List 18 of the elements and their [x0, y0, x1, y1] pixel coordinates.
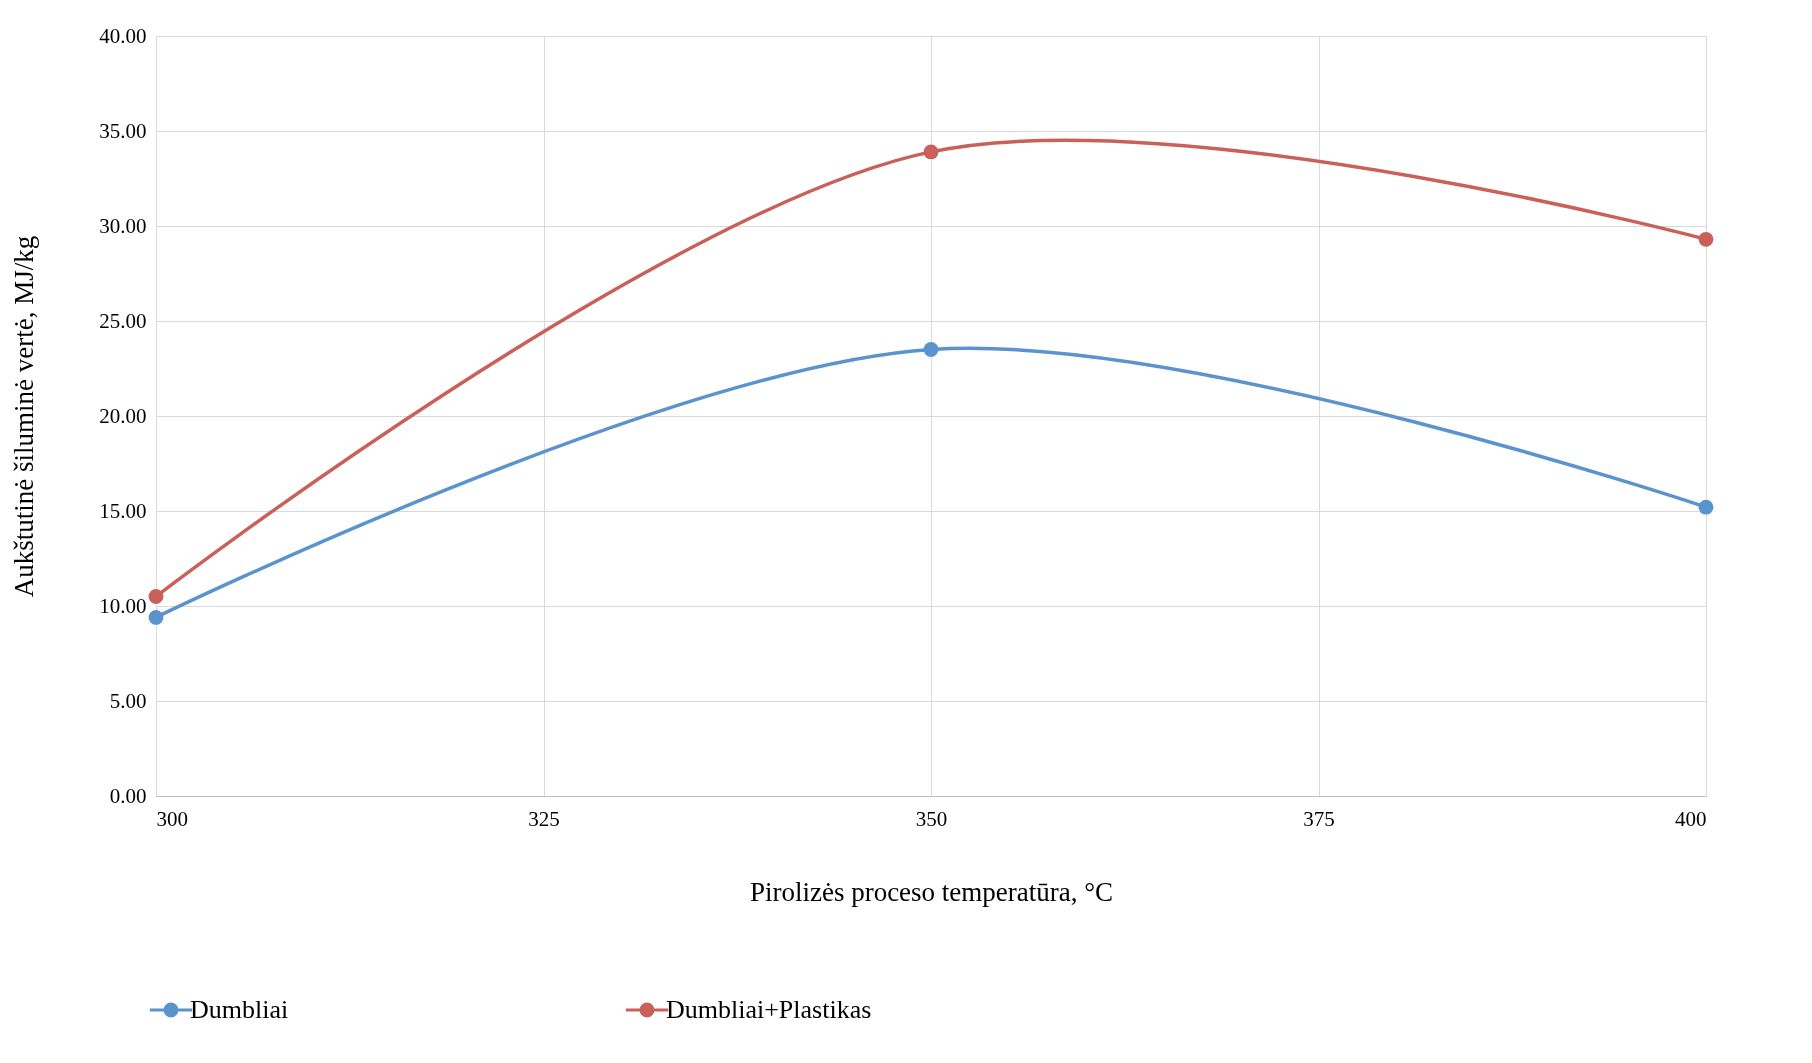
legend-label: Dumbliai+Plastikas [666, 995, 872, 1024]
y-tick-label: 5.00 [109, 688, 147, 713]
x-axis-title: Pirolizės proceso temperatūra, °C [749, 876, 1114, 907]
y-axis-title: Aukštutinė šiluminė vertė, MJ/kg [9, 235, 40, 598]
y-tick-label: 35.00 [99, 118, 147, 143]
y-tick-label: 0.00 [109, 783, 147, 808]
y-tick-label: 15.00 [99, 498, 147, 523]
x-tick-label: 300 [156, 806, 188, 831]
x-tick-label: 350 [915, 806, 948, 831]
y-tick-label: 10.00 [99, 593, 147, 618]
y-tick-label: 40.00 [99, 23, 147, 48]
x-tick-label: 325 [528, 806, 560, 831]
y-tick-label: 30.00 [99, 213, 147, 238]
legend-label: Dumbliai [190, 995, 289, 1024]
x-tick-label: 375 [1303, 806, 1335, 831]
y-tick-label: 25.00 [99, 308, 147, 333]
y-tick-label: 20.00 [99, 403, 147, 428]
x-tick-label: 400 [1675, 806, 1707, 831]
